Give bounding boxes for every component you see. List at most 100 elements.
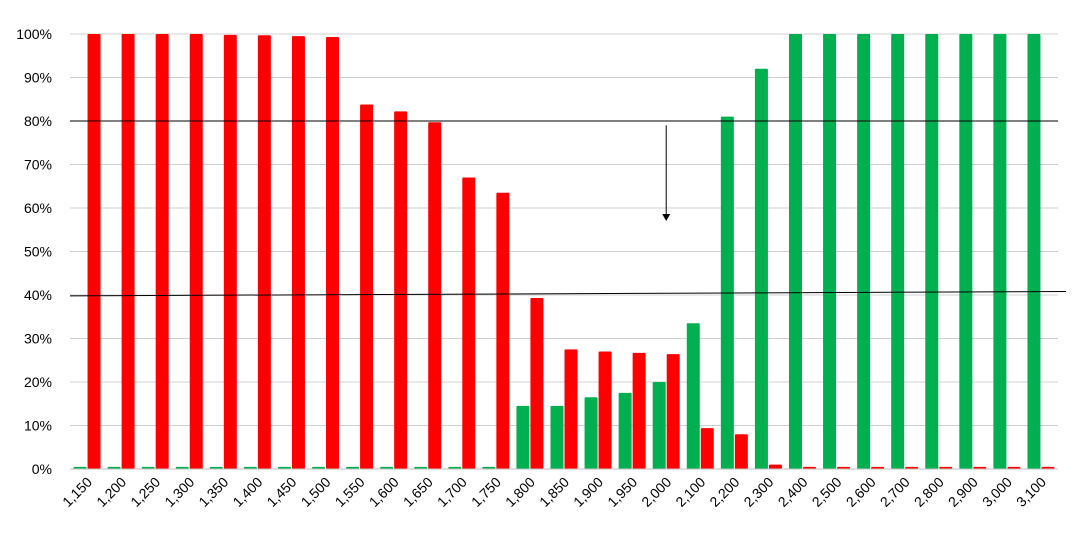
x-tick-label: 1,950 (604, 474, 640, 510)
y-tick-label: 80% (24, 113, 52, 129)
y-axis: 0% 10% 20% 30% 40% 50% 60% 70% 80% 90% 100% (16, 26, 52, 477)
x-tick-label: 1,200 (93, 474, 129, 510)
x-tick-label: 1,300 (161, 474, 197, 510)
x-tick-label: 1,900 (570, 474, 606, 510)
y-tick-label: 60% (24, 200, 52, 216)
bar-red (905, 466, 919, 469)
y-tick-label: 100% (16, 26, 52, 42)
bar-red (632, 352, 646, 469)
bar-green (925, 34, 939, 469)
y-tick-label: 90% (24, 70, 52, 86)
bar-green (857, 34, 871, 469)
bar-red (155, 34, 169, 469)
x-tick-label: 3,000 (979, 474, 1015, 510)
bar-red (394, 111, 408, 470)
y-tick-label: 40% (24, 287, 52, 303)
x-tick-label: 2,400 (775, 474, 811, 510)
bar-green (312, 466, 326, 469)
x-tick-label: 1,550 (332, 474, 368, 510)
bar-red (326, 37, 340, 470)
bar-green (346, 466, 360, 469)
bar-green (584, 397, 598, 469)
bar-green (788, 34, 802, 469)
y-tick-label: 0% (32, 461, 52, 477)
bar-green (754, 68, 768, 470)
bar-red (598, 351, 612, 469)
bar-green (993, 34, 1007, 469)
x-tick-label: 1,500 (298, 474, 334, 510)
bar-red (462, 177, 476, 470)
bar-green (277, 466, 291, 469)
bar-red (564, 349, 578, 469)
bar-red (257, 35, 271, 470)
bar-red (837, 466, 851, 469)
x-tick-label: 1,700 (434, 474, 470, 510)
x-tick-label: 1,450 (263, 474, 299, 510)
bar-red (1041, 466, 1055, 469)
y-tick-label: 20% (24, 374, 52, 390)
y-tick-label: 10% (24, 418, 52, 434)
bar-red (291, 36, 305, 470)
bar-red (871, 466, 885, 469)
bar-red (223, 34, 237, 470)
bar-red (530, 298, 544, 469)
x-tick-label: 2,600 (843, 474, 879, 510)
bar-green (380, 466, 394, 469)
bar-green (448, 466, 462, 469)
bar-green (414, 466, 428, 469)
bar-red (496, 192, 510, 469)
bar-red (734, 434, 748, 469)
x-tick-label: 2,100 (672, 474, 708, 510)
bar-green (482, 466, 496, 469)
bar-green (107, 466, 121, 469)
bar-red (428, 122, 442, 470)
bar-red (1007, 466, 1021, 469)
bar-green (1027, 34, 1041, 469)
bar-red (666, 354, 680, 469)
annotation-arrow-head (662, 214, 671, 222)
bar-green (141, 466, 155, 469)
bar-red (939, 466, 953, 469)
x-tick-label: 3,100 (1013, 474, 1049, 510)
bar-green (73, 466, 87, 469)
bar-red (87, 34, 101, 469)
x-tick-label: 1,650 (400, 474, 436, 510)
bars (73, 34, 1055, 470)
bar-red (360, 104, 374, 469)
bar-green (959, 34, 973, 469)
x-tick-label: 1,150 (59, 474, 95, 510)
y-tick-label: 70% (24, 157, 52, 173)
x-tick-label: 1,600 (366, 474, 402, 510)
bar-green (891, 34, 905, 469)
bar-green (823, 34, 837, 469)
x-tick-label: 1,850 (536, 474, 572, 510)
reference-lines (69, 120, 1067, 297)
bar-red (189, 34, 203, 469)
x-tick-label: 2,200 (706, 474, 742, 510)
x-tick-label: 1,250 (127, 474, 163, 510)
x-tick-label: 2,900 (945, 474, 981, 510)
bar-red (121, 34, 135, 469)
bar-red (973, 466, 987, 469)
x-tick-label: 2,700 (877, 474, 913, 510)
bar-green (686, 323, 700, 469)
bar-red (768, 464, 782, 469)
bar-red (700, 428, 714, 469)
bar-green (243, 466, 257, 469)
x-tick-label: 1,750 (468, 474, 504, 510)
bar-green (550, 405, 564, 469)
x-tick-label: 2,000 (638, 474, 674, 510)
x-tick-label: 2,500 (809, 474, 845, 510)
x-tick-label: 2,300 (740, 474, 776, 510)
reference-line-sloped (69, 291, 1067, 297)
x-tick-label: 1,800 (502, 474, 538, 510)
y-tick-label: 50% (24, 244, 52, 260)
bar-green (652, 382, 666, 469)
x-tick-label: 1,350 (195, 474, 231, 510)
y-tick-label: 30% (24, 331, 52, 347)
bar-green (618, 392, 632, 469)
gridlines (70, 33, 1058, 470)
bar-green (516, 405, 530, 469)
